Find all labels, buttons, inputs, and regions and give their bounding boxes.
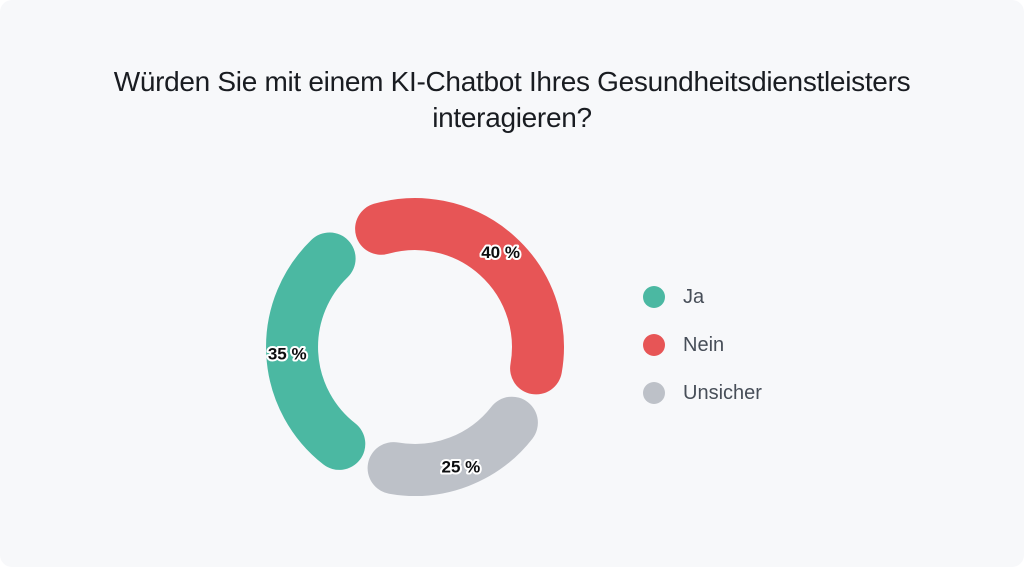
donut-segment-unsicher[interactable] xyxy=(367,396,538,496)
legend-item-unsicher[interactable]: Unsicher xyxy=(643,382,762,404)
legend-item-ja[interactable]: Ja xyxy=(643,286,762,308)
legend-dot-icon xyxy=(643,334,665,356)
chart-title: Würden Sie mit einem KI-Chatbot Ihres Ge… xyxy=(0,64,1024,136)
legend-label: Ja xyxy=(683,286,705,308)
legend-label: Nein xyxy=(683,334,725,356)
donut-segment-nein[interactable] xyxy=(355,198,564,395)
chart-title-line2: interagieren? xyxy=(432,102,592,133)
legend-item-nein[interactable]: Nein xyxy=(643,334,762,356)
segment-value-label-unsicher: 25 % xyxy=(442,458,481,477)
legend-dot-icon xyxy=(643,382,665,404)
segment-value-label-nein: 40 % xyxy=(481,243,520,262)
legend-label: Unsicher xyxy=(683,382,762,404)
donut-segment-ja[interactable] xyxy=(266,232,366,470)
chart-title-line1: Würden Sie mit einem KI-Chatbot Ihres Ge… xyxy=(113,66,911,97)
segment-value-label-ja: 35 % xyxy=(268,345,307,364)
legend-dot-icon xyxy=(643,286,665,308)
chart-legend: Ja Nein Unsicher xyxy=(643,286,762,404)
